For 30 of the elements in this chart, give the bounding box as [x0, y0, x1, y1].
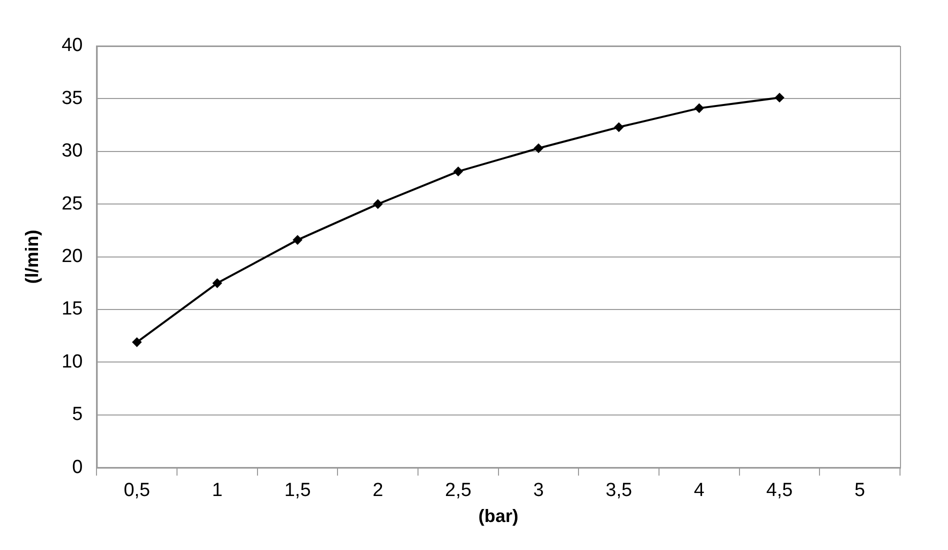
y-tick-label: 0 [72, 456, 83, 478]
point [293, 235, 302, 244]
point [454, 166, 463, 176]
point [212, 278, 222, 288]
y-tick-label: 40 [62, 35, 83, 56]
y-tick-label: 5 [72, 404, 83, 426]
y-tick-label: 25 [62, 193, 83, 214]
y-tick-label: 35 [62, 88, 83, 109]
point [373, 200, 382, 209]
point [694, 104, 704, 113]
x-tick-label: 3,5 [606, 480, 632, 502]
y-tick-label: 15 [62, 298, 83, 320]
point [614, 122, 624, 132]
x-tick-label: 4 [694, 480, 705, 502]
point [775, 93, 784, 102]
x-tick-label: 1,5 [284, 480, 311, 502]
x-tick-label: 0,5 [124, 480, 150, 502]
x-axis-title: (bar) [478, 506, 518, 526]
x-tick-label: 3 [533, 480, 544, 502]
x-tick-label: 1 [212, 480, 223, 502]
x-tick-label: 2 [372, 480, 384, 502]
y-tick-label: 10 [62, 351, 83, 372]
x-tick-label: 5 [854, 480, 866, 502]
point [132, 338, 142, 347]
point [534, 144, 544, 153]
x-tick-label: 4,5 [766, 480, 793, 502]
x-tick-label: 2,5 [444, 480, 472, 502]
y-axis-title: (l/min) [22, 230, 42, 284]
y-tick-label: 20 [62, 246, 83, 268]
y-tick-label: 30 [62, 140, 83, 162]
